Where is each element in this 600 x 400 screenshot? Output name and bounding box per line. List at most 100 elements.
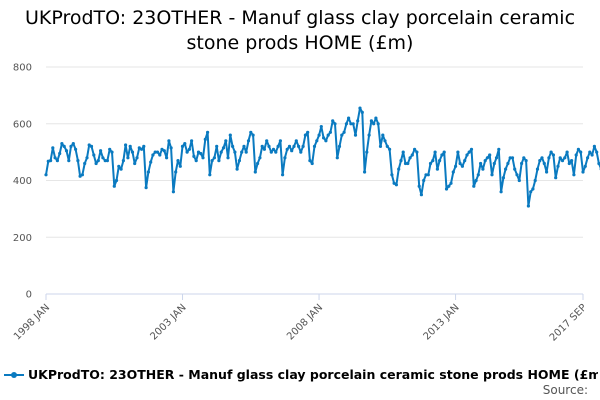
data-point[interactable] bbox=[278, 139, 282, 143]
data-point[interactable] bbox=[438, 159, 442, 163]
data-point[interactable] bbox=[58, 151, 62, 156]
data-point[interactable] bbox=[488, 153, 492, 157]
data-point[interactable] bbox=[105, 159, 109, 163]
data-point[interactable] bbox=[215, 144, 219, 148]
data-point[interactable] bbox=[328, 130, 332, 134]
data-point[interactable] bbox=[210, 159, 214, 163]
data-point[interactable] bbox=[67, 159, 71, 163]
data-point[interactable] bbox=[410, 153, 414, 157]
data-point[interactable] bbox=[540, 156, 544, 160]
data-point[interactable] bbox=[595, 150, 599, 154]
data-point[interactable] bbox=[363, 170, 367, 174]
data-point[interactable] bbox=[472, 184, 476, 188]
data-point[interactable] bbox=[51, 146, 55, 150]
data-point[interactable] bbox=[360, 110, 364, 114]
data-point[interactable] bbox=[121, 159, 125, 163]
data-point[interactable] bbox=[551, 153, 556, 157]
data-point[interactable] bbox=[158, 153, 162, 157]
data-point[interactable] bbox=[137, 146, 141, 150]
data-point[interactable] bbox=[463, 159, 467, 163]
data-point[interactable] bbox=[340, 133, 344, 137]
data-point[interactable] bbox=[524, 159, 528, 163]
data-point[interactable] bbox=[185, 150, 189, 154]
data-point[interactable] bbox=[356, 119, 360, 123]
data-point[interactable] bbox=[504, 167, 508, 171]
data-point[interactable] bbox=[315, 139, 319, 143]
data-point[interactable] bbox=[378, 144, 383, 148]
data-point[interactable] bbox=[342, 130, 346, 134]
data-point[interactable] bbox=[529, 190, 533, 194]
data-point[interactable] bbox=[237, 159, 241, 163]
data-point[interactable] bbox=[376, 122, 380, 126]
data-point[interactable] bbox=[308, 159, 312, 163]
data-point[interactable] bbox=[290, 149, 294, 153]
data-point[interactable] bbox=[235, 167, 239, 171]
data-point[interactable] bbox=[242, 144, 246, 148]
data-point[interactable] bbox=[324, 139, 328, 143]
data-point[interactable] bbox=[265, 139, 269, 143]
data-point[interactable] bbox=[458, 161, 462, 166]
data-point[interactable] bbox=[424, 173, 428, 177]
data-point[interactable] bbox=[44, 173, 48, 177]
data-point[interactable] bbox=[212, 156, 216, 160]
data-point[interactable] bbox=[392, 181, 396, 185]
data-point[interactable] bbox=[545, 170, 549, 174]
data-point[interactable] bbox=[383, 139, 387, 143]
data-point[interactable] bbox=[249, 130, 253, 134]
data-point[interactable] bbox=[583, 164, 587, 168]
data-point[interactable] bbox=[226, 156, 230, 160]
data-point[interactable] bbox=[149, 160, 153, 164]
data-point[interactable] bbox=[169, 146, 173, 150]
data-point[interactable] bbox=[588, 150, 592, 154]
data-point[interactable] bbox=[358, 106, 362, 110]
data-point[interactable] bbox=[306, 130, 310, 134]
data-point[interactable] bbox=[513, 167, 517, 171]
data-point[interactable] bbox=[483, 159, 487, 163]
data-point[interactable] bbox=[456, 150, 460, 154]
data-point[interactable] bbox=[319, 125, 323, 129]
data-point[interactable] bbox=[130, 150, 135, 154]
data-point[interactable] bbox=[180, 144, 185, 148]
data-point[interactable] bbox=[408, 156, 412, 160]
data-point[interactable] bbox=[560, 159, 565, 163]
data-point[interactable] bbox=[326, 133, 330, 137]
data-point[interactable] bbox=[467, 150, 471, 154]
data-point[interactable] bbox=[224, 139, 228, 143]
data-point[interactable] bbox=[499, 190, 503, 194]
data-point[interactable] bbox=[69, 144, 73, 148]
data-point[interactable] bbox=[510, 156, 515, 160]
data-point[interactable] bbox=[114, 178, 119, 183]
data-point[interactable] bbox=[538, 159, 542, 163]
data-point[interactable] bbox=[365, 150, 369, 154]
data-point[interactable] bbox=[140, 147, 144, 151]
data-point[interactable] bbox=[515, 173, 519, 177]
data-point[interactable] bbox=[413, 147, 417, 151]
data-point[interactable] bbox=[94, 161, 98, 166]
data-point[interactable] bbox=[394, 183, 398, 187]
data-point[interactable] bbox=[151, 153, 155, 157]
data-point[interactable] bbox=[508, 156, 512, 160]
data-point[interactable] bbox=[581, 170, 585, 174]
data-point[interactable] bbox=[563, 156, 567, 160]
data-point[interactable] bbox=[119, 167, 123, 171]
data-point[interactable] bbox=[520, 161, 524, 166]
data-point[interactable] bbox=[55, 159, 60, 163]
data-point[interactable] bbox=[351, 122, 355, 126]
data-point[interactable] bbox=[244, 150, 248, 154]
data-point[interactable] bbox=[372, 122, 376, 126]
data-point[interactable] bbox=[285, 147, 289, 151]
data-point[interactable] bbox=[276, 144, 280, 148]
data-point[interactable] bbox=[574, 153, 578, 157]
data-point[interactable] bbox=[80, 173, 84, 177]
data-point[interactable] bbox=[135, 156, 139, 160]
data-point[interactable] bbox=[176, 159, 180, 163]
data-point[interactable] bbox=[442, 150, 446, 154]
data-point[interactable] bbox=[83, 161, 87, 166]
data-point[interactable] bbox=[381, 133, 385, 137]
data-point[interactable] bbox=[85, 156, 89, 160]
data-point[interactable] bbox=[269, 150, 273, 154]
data-point[interactable] bbox=[485, 156, 489, 160]
data-point[interactable] bbox=[454, 164, 458, 168]
data-point[interactable] bbox=[497, 147, 501, 151]
data-point[interactable] bbox=[267, 144, 271, 148]
